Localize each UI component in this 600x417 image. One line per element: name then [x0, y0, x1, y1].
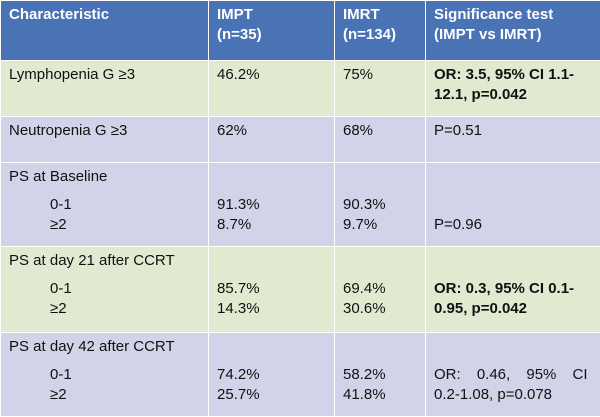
header-significance-test: Significance test(IMPT vs IMRT)	[426, 1, 600, 61]
header-impt: IMPT(n=35)	[209, 1, 335, 61]
table-row-lymphopenia: Lymphopenia G ≥3 46.2% 75% OR: 3.5, 95% …	[1, 61, 600, 117]
imrt-value: 90.3%9.7%	[335, 163, 426, 247]
imrt-value: 68%	[335, 117, 426, 163]
significance-value: P=0.96	[426, 163, 600, 247]
impt-value: 46.2%	[209, 61, 335, 117]
header-imrt: IMRT(n=134)	[335, 1, 426, 61]
impt-value: 74.2%25.7%	[209, 333, 335, 417]
header-row: Characteristic IMPT(n=35) IMRT(n=134) Si…	[1, 1, 600, 61]
row-label: Lymphopenia G ≥3	[1, 61, 209, 117]
significance-value: OR: 0.3, 95% CI 0.1-0.95, p=0.042	[426, 247, 600, 333]
impt-value: 85.7%14.3%	[209, 247, 335, 333]
table-row-neutropenia: Neutropenia G ≥3 62% 68% P=0.51	[1, 117, 600, 163]
imrt-value: 58.2%41.8%	[335, 333, 426, 417]
significance-value: P=0.51	[426, 117, 600, 163]
imrt-value: 75%	[335, 61, 426, 117]
significance-value: OR: 3.5, 95% CI 1.1-12.1, p=0.042	[426, 61, 600, 117]
imrt-value: 69.4%30.6%	[335, 247, 426, 333]
impt-value: 62%	[209, 117, 335, 163]
row-label: Neutropenia G ≥3	[1, 117, 209, 163]
header-characteristic: Characteristic	[1, 1, 209, 61]
impt-value: 91.3%8.7%	[209, 163, 335, 247]
